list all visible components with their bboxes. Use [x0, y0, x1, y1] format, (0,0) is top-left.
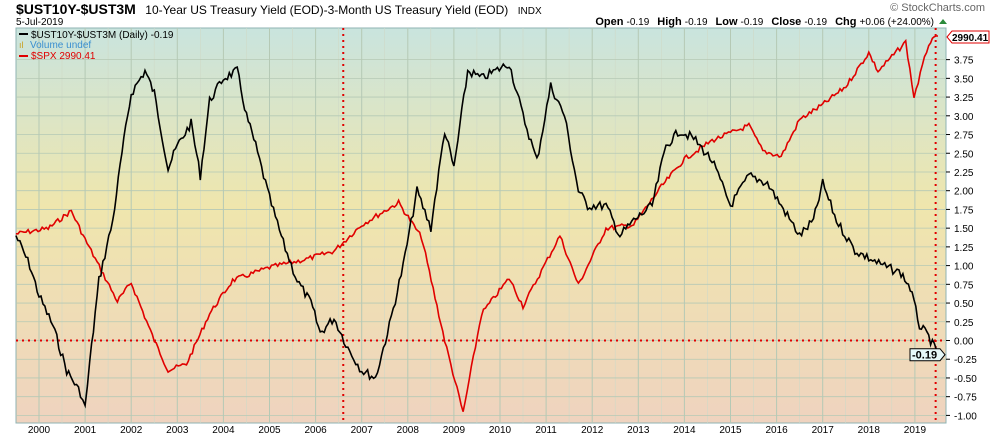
ohlc-label: High — [657, 16, 682, 28]
legend-spx-swatch — [19, 55, 28, 57]
y-tick-label: 0.75 — [954, 280, 974, 291]
legend-spread-swatch — [19, 33, 28, 35]
x-tick-label: 2012 — [581, 425, 604, 436]
y-tick-label: 0.00 — [954, 337, 974, 348]
ohlc-label: Chg — [835, 16, 856, 28]
x-tick-label: 2002 — [120, 425, 143, 436]
ohlc-label: Low — [716, 16, 738, 28]
x-tick-label: 2019 — [904, 425, 927, 436]
x-tick-label: 2008 — [397, 425, 420, 436]
reference-lines — [16, 28, 946, 423]
y-tick-label: 1.50 — [954, 224, 974, 235]
x-tick-label: 2007 — [351, 425, 374, 436]
y-tick-label: -0.50 — [954, 374, 977, 385]
date: 5-Jul-2019 — [16, 17, 64, 28]
y-tick-label: 1.25 — [954, 243, 974, 254]
legend-spread: $UST10Y-$UST3M (Daily) -0.19 — [31, 30, 174, 41]
axes: 2000 2001 2002 2003 2004 2005 2006 2007 2008 2009… — [28, 56, 977, 436]
symbol: $UST10Y-$UST3M — [16, 1, 136, 17]
y-tick-label: 2.25 — [954, 168, 974, 179]
ohlc-readout: Open -0.19 High -0.19 Low -0.19 Close -0.19 Chg +… — [595, 16, 934, 28]
spx-line — [15, 35, 938, 412]
y-tick-label: 3.50 — [954, 74, 974, 85]
ohlc-label: Close — [771, 16, 801, 28]
legend: $UST10Y-$UST3M (Daily) -0.19 ıl Volume u… — [19, 30, 174, 62]
chart-title: $UST10Y-$UST3M 10-Year US Treasury Yield… — [16, 1, 542, 18]
y-tick-label: 0.25 — [954, 318, 974, 329]
watermark: © StockCharts.com — [890, 2, 985, 14]
x-tick-label: 2009 — [443, 425, 466, 436]
y-tick-label: 2.00 — [954, 187, 974, 198]
description: 10-Year US Treasury Yield (EOD)-3-Month … — [145, 3, 508, 17]
x-tick-label: 2006 — [304, 425, 327, 436]
legend-volume: Volume undef — [30, 40, 91, 51]
x-tick-label: 2016 — [765, 425, 788, 436]
y-tick-label: -0.25 — [954, 355, 977, 366]
spx-last-tag: 2990.41 — [946, 30, 990, 44]
y-tick-label: -1.00 — [954, 411, 977, 422]
volume-icon: ıl — [19, 40, 24, 50]
x-tick-label: 2014 — [673, 425, 696, 436]
spread-line — [15, 62, 939, 409]
y-tick-label: 2.75 — [954, 131, 974, 142]
ohlc-label: Open — [595, 16, 623, 28]
y-tick-label: -0.75 — [954, 393, 977, 404]
y-tick-label: 2.50 — [954, 149, 974, 160]
x-tick-label: 2015 — [719, 425, 742, 436]
x-tick-label: 2017 — [812, 425, 835, 436]
y-tick-label: 1.75 — [954, 205, 974, 216]
y-tick-label: 3.75 — [954, 56, 974, 67]
up-arrow-icon — [939, 19, 947, 24]
x-tick-label: 2000 — [28, 425, 51, 436]
y-tick-label: 3.00 — [954, 112, 974, 123]
y-tick-label: 1.00 — [954, 262, 974, 273]
ohlc-value: -0.19 — [741, 17, 764, 28]
ohlc-value: +0.06 (+24.00%) — [860, 17, 935, 28]
ohlc-value: -0.19 — [804, 17, 827, 28]
x-tick-label: 2003 — [166, 425, 189, 436]
svg-text:-0.19: -0.19 — [912, 350, 937, 362]
x-tick-label: 2005 — [258, 425, 281, 436]
legend-spx: $SPX 2990.41 — [31, 51, 96, 62]
x-tick-label: 2001 — [74, 425, 97, 436]
x-tick-label: 2010 — [489, 425, 512, 436]
ohlc-value: -0.19 — [627, 17, 650, 28]
x-tick-label: 2013 — [627, 425, 650, 436]
x-tick-label: 2004 — [212, 425, 235, 436]
spread-last-tag: -0.19 — [909, 348, 946, 362]
x-tick-label: 2011 — [535, 425, 557, 436]
y-tick-label: 3.25 — [954, 93, 974, 104]
ohlc-value: -0.19 — [685, 17, 708, 28]
exchange: INDX — [518, 6, 542, 17]
y-tick-label: 0.50 — [954, 299, 974, 310]
plot-area — [15, 27, 947, 424]
x-tick-label: 2018 — [858, 425, 881, 436]
svg-text:2990.41: 2990.41 — [952, 33, 989, 44]
